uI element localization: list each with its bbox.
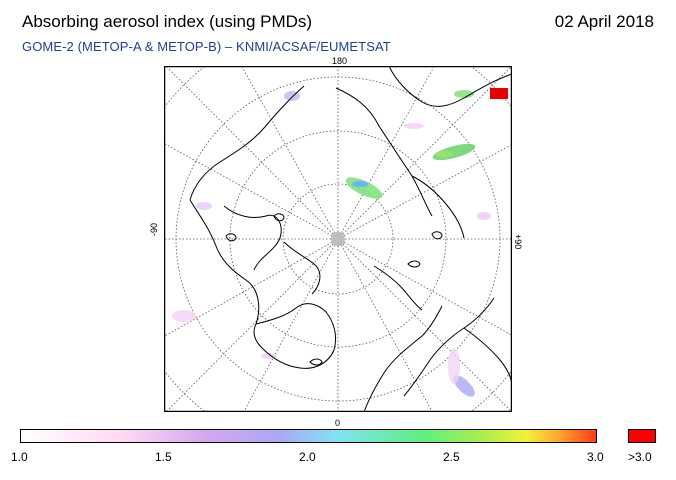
coastlines	[189, 66, 512, 412]
colorbar-tick: 2.0	[299, 450, 316, 464]
meridian-lines	[164, 66, 512, 412]
overflow-label: >3.0	[628, 450, 652, 464]
colorbar-tick: 2.5	[443, 450, 460, 464]
longitude-label-bottom: 0	[335, 418, 341, 428]
map-date: 02 April 2018	[554, 12, 654, 31]
map-subtitle: GOME-2 (METOP-A & METOP-B) – KNMI/ACSAF/…	[22, 39, 391, 54]
longitude-label-right: +90	[513, 234, 523, 250]
longitude-label-top: 180	[332, 56, 348, 66]
map-title: Absorbing aerosol index (using PMDs)	[22, 12, 313, 31]
aerosol-patches	[172, 88, 508, 397]
polar-map	[164, 66, 512, 412]
aerosol-index-colorbar	[20, 429, 597, 443]
overflow-color-box	[628, 429, 656, 443]
longitude-label-left: -90	[149, 222, 159, 236]
north-pole-marker	[331, 232, 345, 246]
colorbar-tick: 1.5	[155, 450, 172, 464]
colorbar-tick: 1.0	[11, 450, 28, 464]
colorbar-tick: 3.0	[587, 450, 604, 464]
